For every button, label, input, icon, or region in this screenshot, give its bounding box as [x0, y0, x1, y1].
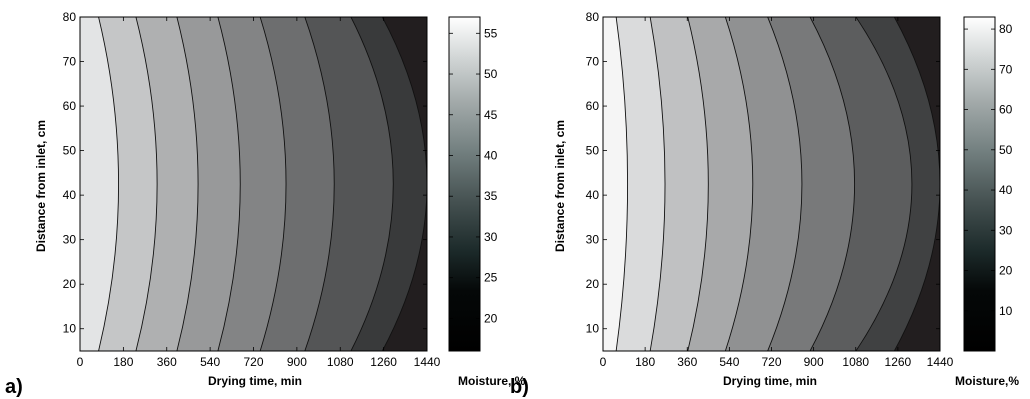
contour-band [381, 17, 427, 351]
x-tick-label: 0 [600, 355, 607, 369]
y-tick-label: 60 [586, 99, 600, 113]
y-tick-label: 40 [63, 188, 77, 202]
x-tick-label: 360 [157, 355, 177, 369]
contour-plot-b [602, 16, 941, 352]
chart-panel-b: 0 180 360 540 720 900 1080 1260 1440 10203040506… [510, 10, 1019, 398]
x-tick-label: 540 [719, 355, 739, 369]
y-tick-label: 20 [586, 277, 600, 291]
x-tick-labels-b: 0 180 360 540 720 900 1080 1260 1440 [600, 17, 954, 369]
y-axis-label-b: Distance from inlet, cm [553, 120, 567, 252]
x-tick-label: 180 [113, 355, 133, 369]
colorbar-tick-label: 50 [484, 67, 498, 81]
chart-panel-a: 0 180 360 540 720 900 1080 1260 1440 10 20 30 40 50 6… [5, 10, 526, 398]
x-tick-label: 900 [287, 355, 307, 369]
x-axis-label-b: Drying time, min [723, 374, 817, 388]
colorbar-tick-label: 55 [484, 26, 498, 40]
y-tick-label: 50 [586, 144, 600, 158]
y-tick-label: 30 [586, 233, 600, 247]
x-tick-label: 720 [243, 355, 263, 369]
colorbar-tick-label: 40 [484, 148, 498, 162]
colorbar-a: 20 25 30 35 40 45 50 55 [448, 16, 498, 352]
x-axis-label-a: Drying time, min [208, 374, 302, 388]
colorbar-tick-label: 30 [484, 230, 498, 244]
colorbar-tick-label: 10 [999, 304, 1013, 318]
contour-band [259, 17, 427, 351]
y-tick-label: 70 [586, 55, 600, 69]
contour-band [893, 17, 940, 351]
contour-band [350, 17, 427, 351]
panel-label-a: a) [5, 376, 23, 398]
y-tick-label: 70 [63, 55, 77, 69]
x-tick-label: 1080 [842, 355, 869, 369]
contour-plot-a [79, 16, 428, 352]
y-tick-labels-b: 10 20 30 40 50 60 70 80 [586, 10, 940, 336]
colorbar-tick-label: 60 [999, 103, 1013, 117]
y-tick-label: 80 [586, 10, 600, 24]
x-tick-label: 1080 [327, 355, 354, 369]
y-axis-label-a: Distance from inlet, cm [34, 120, 48, 252]
colorbar-tick-label: 20 [484, 311, 498, 325]
y-tick-label: 80 [63, 10, 77, 24]
y-tick-label: 50 [63, 144, 77, 158]
colorbar-gradient [963, 16, 996, 352]
contour-band [855, 17, 940, 351]
colorbar-tick-label: 30 [999, 223, 1013, 237]
x-tick-label: 360 [677, 355, 697, 369]
colorbar-tick-label: 70 [999, 62, 1013, 76]
x-tick-label: 720 [761, 355, 781, 369]
colorbar-b: 10 20 30 40 50 60 70 80 [963, 16, 1013, 352]
x-tick-label: 1440 [927, 355, 954, 369]
colorbar-tick-label: 80 [999, 22, 1013, 36]
x-tick-label: 1260 [370, 355, 397, 369]
colorbar-tick-label: 20 [999, 264, 1013, 278]
y-tick-label: 60 [63, 99, 77, 113]
x-tick-label: 1440 [414, 355, 441, 369]
colorbar-tick-label: 45 [484, 108, 498, 122]
y-tick-label: 30 [63, 233, 77, 247]
x-tick-label: 180 [635, 355, 655, 369]
x-tick-label: 900 [804, 355, 824, 369]
colorbar-tick-label: 50 [999, 143, 1013, 157]
y-tick-labels-a: 10 20 30 40 50 60 70 80 [63, 10, 427, 336]
colorbar-tick-label: 35 [484, 189, 498, 203]
colorbar-tick-label: 40 [999, 183, 1013, 197]
x-tick-labels-a: 0 180 360 540 720 900 1080 1260 1440 [77, 17, 441, 369]
colorbar-tick-label: 25 [484, 271, 498, 285]
y-tick-label: 20 [63, 277, 77, 291]
panel-label-b: b) [510, 376, 529, 398]
x-tick-label: 1260 [885, 355, 912, 369]
x-tick-label: 540 [200, 355, 220, 369]
colorbar-label-a: Moisture, % [458, 374, 526, 388]
colorbar-gradient [448, 16, 481, 352]
y-tick-label: 10 [586, 322, 600, 336]
y-tick-label: 40 [586, 188, 600, 202]
colorbar-label-b: Moisture,% [955, 374, 1019, 388]
x-tick-label: 0 [77, 355, 84, 369]
y-tick-label: 10 [63, 322, 77, 336]
